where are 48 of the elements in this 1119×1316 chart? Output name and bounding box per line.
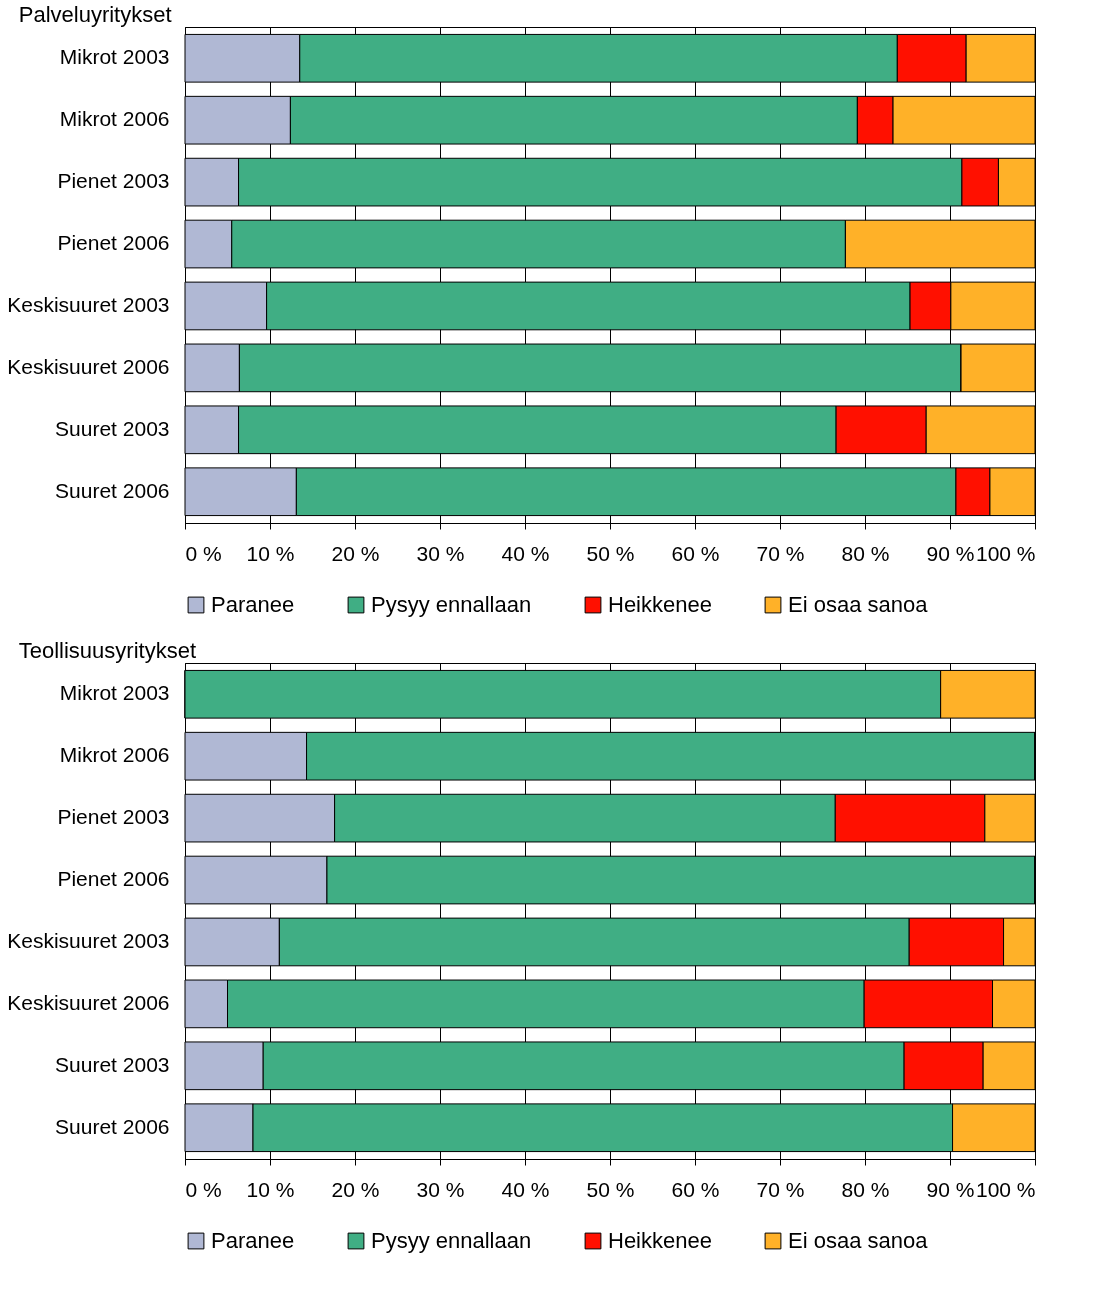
y-tick-label: Keskisuuret 2006 xyxy=(7,354,170,378)
legend-label: Pysyy ennallaan xyxy=(371,592,532,617)
legend-label: Paranee xyxy=(211,1228,295,1253)
y-tick-label: Mikrot 2003 xyxy=(59,45,170,69)
legend-label: Ei osaa sanoa xyxy=(788,592,929,617)
y-tick-label: Pienet 2006 xyxy=(57,231,170,255)
y-tick-label: Keskisuuret 2003 xyxy=(7,928,170,952)
x-tick-label: 30 % xyxy=(416,1177,465,1201)
legend-label: Pysyy ennallaan xyxy=(371,1228,532,1253)
x-tick-label: 50 % xyxy=(586,541,635,565)
x-tick-label: 90 % xyxy=(926,541,975,565)
legend-label: Ei osaa sanoa xyxy=(788,1228,929,1253)
x-tick-label: 60 % xyxy=(671,1177,720,1201)
x-tick-label: 90 % xyxy=(926,1177,975,1201)
x-tick-label: 100 % xyxy=(975,1177,1036,1201)
legend-label: Paranee xyxy=(211,592,295,617)
x-tick-label: 80 % xyxy=(841,541,890,565)
y-tick-label: Keskisuuret 2003 xyxy=(7,292,170,316)
y-tick-label: Pienet 2006 xyxy=(57,867,170,891)
y-tick-label: Pienet 2003 xyxy=(57,169,170,193)
x-tick-label: 0 % xyxy=(185,1177,222,1201)
x-tick-label: 50 % xyxy=(586,1177,635,1201)
x-tick-label: 70 % xyxy=(756,1177,805,1201)
x-tick-label: 20 % xyxy=(331,1177,380,1201)
x-tick-label: 0 % xyxy=(185,541,222,565)
y-tick-label: Suuret 2003 xyxy=(55,416,170,440)
x-tick-label: 30 % xyxy=(416,541,465,565)
x-tick-label: 80 % xyxy=(841,1177,890,1201)
chart-title: Palveluyritykset xyxy=(18,2,172,27)
y-tick-label: Mikrot 2006 xyxy=(59,107,170,131)
y-tick-label: Pienet 2003 xyxy=(57,805,170,829)
y-tick-label: Suuret 2006 xyxy=(55,1114,170,1138)
x-tick-label: 70 % xyxy=(756,541,805,565)
x-tick-label: 40 % xyxy=(501,1177,550,1201)
y-tick-label: Keskisuuret 2006 xyxy=(7,990,170,1014)
y-tick-label: Mikrot 2003 xyxy=(59,681,170,705)
x-tick-label: 10 % xyxy=(246,1177,295,1201)
chart-title: Teollisuusyritykset xyxy=(18,638,197,663)
y-tick-label: Mikrot 2006 xyxy=(59,743,170,767)
legend-label: Heikkenee xyxy=(608,592,712,617)
x-tick-label: 100 % xyxy=(975,541,1036,565)
y-tick-label: Suuret 2003 xyxy=(55,1052,170,1076)
x-tick-label: 60 % xyxy=(671,541,720,565)
x-tick-label: 10 % xyxy=(246,541,295,565)
y-tick-label: Suuret 2006 xyxy=(55,478,170,502)
x-tick-label: 40 % xyxy=(501,541,550,565)
x-tick-label: 20 % xyxy=(331,541,380,565)
legend-label: Heikkenee xyxy=(608,1228,712,1253)
